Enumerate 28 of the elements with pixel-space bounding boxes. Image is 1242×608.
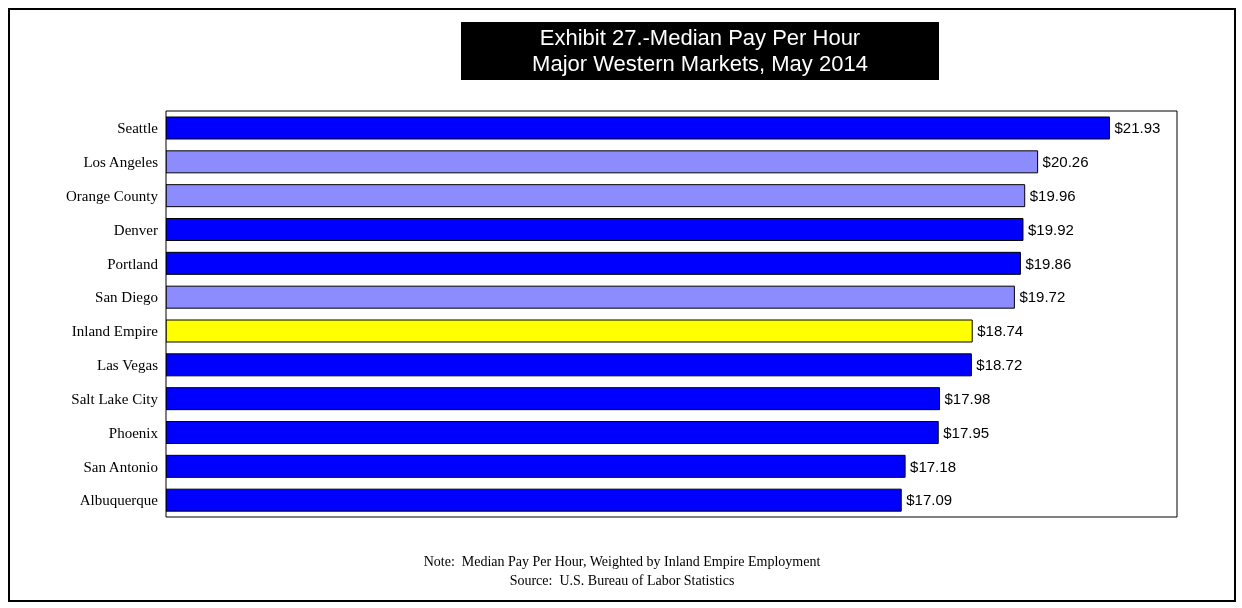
data-label: $19.92 [1027, 220, 1074, 238]
y-tick-label: San Antonio [83, 458, 158, 475]
y-tick-label: Seattle [117, 120, 159, 137]
data-label: $19.96 [1029, 186, 1076, 204]
y-tick-label: Phoenix [108, 424, 159, 441]
y-tick-label: Los Angeles [83, 154, 159, 171]
data-label: $19.72 [1019, 288, 1066, 306]
y-tick-label: Albuquerque [79, 492, 159, 509]
text: Note: Median Pay Per Hour, Weighted by Inland Empire Employment [422, 553, 822, 571]
data-label: $18.72 [976, 356, 1023, 374]
data-label: $17.95 [943, 423, 990, 441]
source-note: Source: U.S. Bureau of Labor Statistics [508, 572, 736, 590]
y-tick-label: Salt Lake City [71, 390, 159, 407]
y-tick-label: Orange County [65, 187, 159, 204]
data-label: $21.93 [1114, 119, 1161, 137]
y-tick-label: Inland Empire [71, 323, 159, 340]
y-tick-label: Portland [107, 255, 159, 272]
data-label: $17.98 [944, 389, 991, 407]
y-tick-label: Denver [113, 221, 158, 238]
data-label: $20.26 [1042, 153, 1089, 171]
data-label: $19.86 [1025, 254, 1072, 272]
chart-title: Exhibit 27.-Median Pay Per Hour [538, 25, 862, 51]
y-tick-label: San Diego [95, 289, 158, 306]
data-label: $17.09 [906, 491, 953, 509]
y-tick-label: Las Vegas [97, 357, 159, 374]
data-label: $18.74 [977, 322, 1024, 340]
chart-subtitle: Major Western Markets, May 2014 [531, 51, 869, 77]
data-label: $17.18 [910, 457, 956, 475]
